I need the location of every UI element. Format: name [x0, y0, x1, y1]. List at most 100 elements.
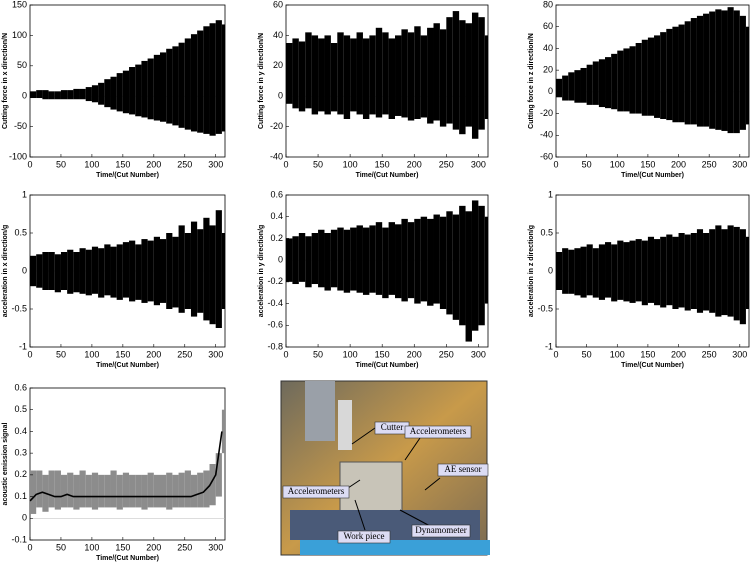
signal-band	[356, 225, 363, 293]
signal-band	[184, 470, 191, 508]
y-tick-label: 0.5	[14, 227, 27, 237]
signal-band	[580, 67, 587, 103]
signal-band	[666, 28, 673, 121]
signal-band	[30, 470, 37, 514]
y-tick-label: 0.5	[540, 227, 553, 237]
photo-label: Accelerometers	[410, 426, 467, 436]
signal-band	[36, 470, 43, 508]
signal-band	[122, 242, 130, 298]
signal-band	[715, 225, 722, 317]
x-tick-label: 50	[56, 542, 66, 552]
y-tick-label: 0	[22, 265, 27, 275]
y-tick-label: 40	[543, 43, 553, 53]
x-tick-label: 0	[283, 159, 288, 169]
signal-band	[209, 23, 216, 136]
y-tick-label: 0	[22, 513, 27, 523]
signal-band	[709, 229, 716, 313]
signal-band	[672, 26, 679, 123]
y-tick-label: 0.3	[14, 448, 27, 458]
x-tick-label: 150	[375, 159, 390, 169]
signal-band	[459, 205, 466, 326]
x-tick-label: 200	[146, 542, 161, 552]
signal-band	[629, 240, 636, 303]
chart-panel: -1 -0.5 0 0.5 1 0 50 100 150 200 250 300 Time/(Cut N…	[2, 189, 226, 369]
signal-band	[305, 236, 312, 288]
signal-band	[141, 60, 148, 118]
signal-band	[116, 244, 123, 300]
signal-band	[739, 229, 746, 325]
signal-band	[465, 23, 472, 127]
y-tick-label: -0.5	[11, 303, 27, 313]
x-axis-label: Time/(Cut Number)	[356, 362, 419, 369]
signal-band	[580, 246, 587, 298]
chart-panel: -0.100.10.20.30.40.50.60 50 100 150 200 250 30…	[2, 382, 226, 562]
y-axis-label: Cutting force in z direction/N	[528, 33, 535, 129]
signal-band	[478, 205, 485, 326]
photo-label: Cutter	[381, 422, 404, 432]
signal-band	[129, 240, 136, 302]
signal-band	[48, 91, 55, 100]
x-tick-label: 150	[640, 349, 655, 359]
signal-band	[709, 11, 716, 129]
x-tick-label: 100	[343, 349, 358, 359]
signal-band	[153, 236, 160, 306]
x-tick-label: 300	[208, 542, 223, 552]
signal-band	[690, 233, 697, 309]
signal-band	[91, 85, 99, 103]
y-tick-label: 0	[278, 255, 283, 265]
y-tick-label: 20	[273, 60, 283, 70]
signal-band	[568, 72, 575, 101]
signal-band	[654, 35, 661, 118]
signal-band	[184, 233, 191, 309]
signal-band	[446, 17, 453, 124]
signal-band	[407, 32, 415, 121]
x-tick-label: 200	[146, 159, 161, 169]
signal-band	[427, 218, 434, 306]
x-tick-label: 0	[553, 159, 558, 169]
signal-band	[696, 229, 704, 313]
x-axis-label: Time/(Cut Number)	[621, 172, 684, 179]
y-tick-label: 40	[273, 30, 283, 40]
x-axis-label: Time/(Cut Number)	[96, 555, 159, 562]
x-tick-label: 250	[702, 159, 717, 169]
signal-band	[330, 229, 338, 288]
signal-band	[745, 26, 749, 125]
signal-band	[641, 240, 648, 306]
signal-band	[420, 35, 428, 118]
signal-band	[617, 240, 624, 300]
signal-band	[129, 474, 136, 508]
signal-band	[592, 248, 599, 298]
signal-band	[721, 10, 728, 131]
x-tick-label: 0	[553, 349, 558, 359]
x-tick-label: 250	[177, 159, 192, 169]
signal-band	[478, 17, 485, 130]
signal-band	[427, 27, 434, 124]
y-axis-label: acceleration in x direction/g	[2, 225, 9, 318]
signal-band	[141, 239, 148, 303]
workpiece	[339, 461, 403, 515]
signal-band	[484, 35, 488, 119]
signal-band	[703, 13, 710, 127]
cutter	[338, 400, 352, 450]
signal-band	[172, 236, 179, 308]
plot-area	[29, 387, 226, 541]
signal-band	[172, 46, 179, 126]
photo-label-box	[411, 524, 471, 538]
y-axis-label: acoustic emission signal	[2, 423, 9, 506]
signal-band	[382, 227, 389, 299]
photo-label: Accelerometers	[288, 486, 345, 496]
x-tick-label: 300	[208, 159, 223, 169]
signal-band	[215, 210, 222, 328]
signal-band	[343, 35, 351, 119]
chart-panel: -1 -0.5 0 0.5 1 0 50 100 150 200 250 300 Time/(Cut N…	[528, 189, 750, 369]
signal-band	[129, 67, 136, 115]
x-tick-label: 300	[471, 159, 486, 169]
signal-band	[197, 472, 204, 508]
x-tick-label: 200	[671, 159, 686, 169]
signal-band	[147, 240, 154, 302]
signal-band	[135, 64, 142, 117]
signal-band	[401, 218, 408, 302]
photo-label: Work piece	[343, 531, 384, 541]
